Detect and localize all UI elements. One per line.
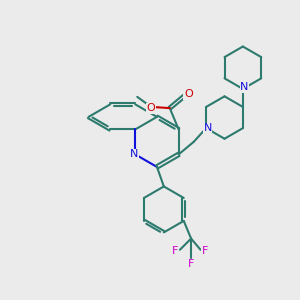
Text: N: N [203,123,212,133]
Text: F: F [172,246,179,256]
Text: F: F [202,246,208,256]
Text: N: N [130,149,138,159]
Text: O: O [147,103,155,113]
Text: O: O [184,89,193,99]
Text: N: N [240,82,248,92]
Text: F: F [188,259,194,269]
